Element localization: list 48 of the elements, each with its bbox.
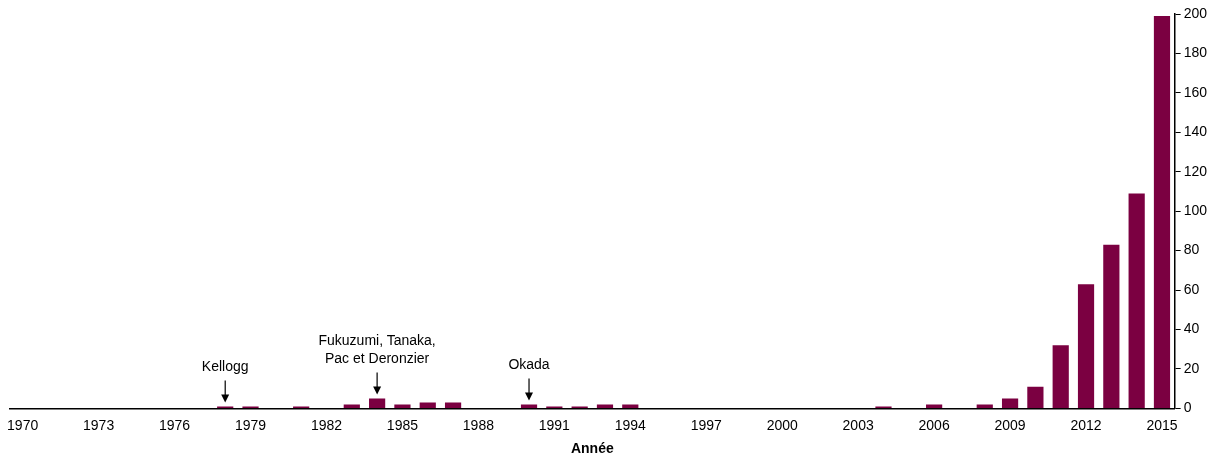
bar — [1153, 15, 1171, 408]
x-tick-label: 1970 — [7, 416, 39, 433]
bar — [1027, 386, 1044, 408]
y-tick-label: 20 — [1183, 359, 1200, 376]
bar — [444, 402, 462, 408]
x-tick-label: 2009 — [994, 416, 1026, 433]
bar — [394, 404, 411, 408]
annotation: Fukuzumi, Tanaka, Pac et Deronzier — [318, 332, 436, 367]
bar — [622, 404, 639, 408]
y-tick-label: 180 — [1183, 44, 1208, 61]
x-tick-label: 2015 — [1146, 416, 1178, 433]
x-tick-label: 1985 — [386, 416, 419, 433]
x-tick-label: 1976 — [158, 416, 191, 433]
bar — [976, 404, 993, 408]
x-tick-label: 1982 — [310, 416, 343, 433]
x-tick-label: 2012 — [1070, 416, 1102, 433]
x-tick-label: 1979 — [234, 416, 267, 433]
bar — [343, 404, 360, 408]
annotation: Kellogg — [201, 358, 249, 375]
x-tick-label: 1997 — [690, 416, 723, 433]
x-tick-label: 2006 — [918, 416, 950, 433]
y-tick-label: 120 — [1183, 162, 1208, 179]
y-tick-label: 60 — [1183, 280, 1200, 297]
x-tick-label: 1994 — [614, 416, 647, 433]
x-axis-title: Année — [570, 440, 614, 457]
y-tick-label: 40 — [1183, 320, 1200, 337]
y-tick-label: 160 — [1183, 83, 1208, 100]
y-tick-label: 140 — [1183, 123, 1208, 140]
y-tick-label: 0 — [1183, 399, 1192, 416]
bar — [369, 398, 386, 408]
annotation: Okada — [508, 356, 550, 373]
bar — [1128, 193, 1145, 408]
bar — [1001, 398, 1019, 408]
bar — [520, 404, 538, 408]
x-tick-label: 1973 — [83, 416, 115, 433]
bar — [1052, 345, 1069, 408]
x-tick-label: 2000 — [766, 416, 798, 433]
y-tick-label: 200 — [1183, 4, 1208, 21]
bar — [1077, 284, 1095, 408]
x-tick-label: 2003 — [842, 416, 874, 433]
bar — [596, 404, 614, 408]
x-tick-label: 1988 — [462, 416, 495, 433]
bar — [1103, 244, 1120, 408]
bar — [419, 402, 436, 408]
y-tick-label: 100 — [1183, 202, 1208, 219]
x-tick-label: 1991 — [538, 416, 571, 433]
bar — [926, 404, 943, 408]
y-tick-label: 80 — [1183, 241, 1200, 258]
